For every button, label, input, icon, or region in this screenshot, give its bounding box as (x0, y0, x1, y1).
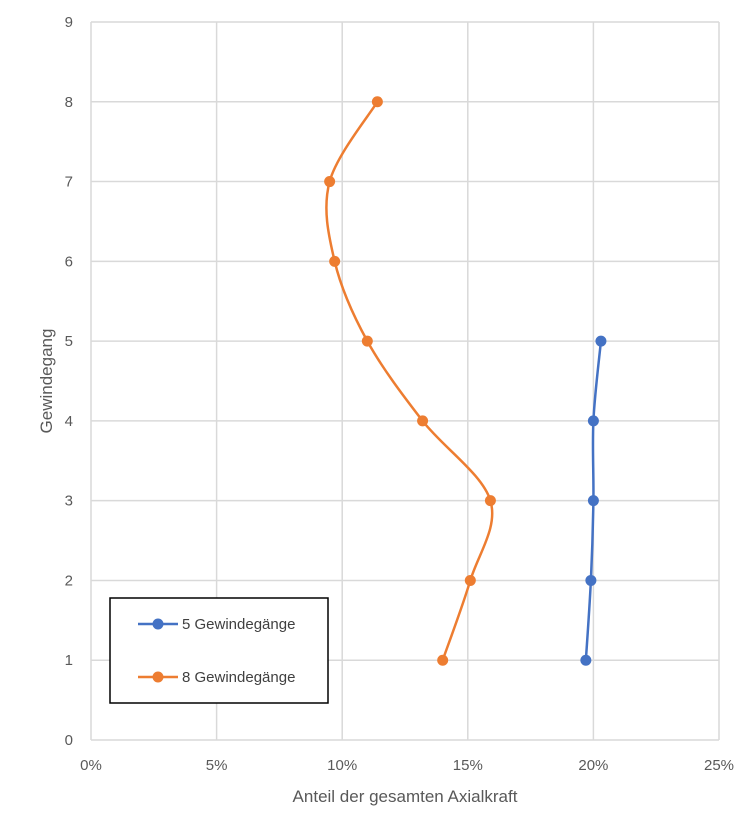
x-tick-label: 5% (206, 757, 228, 774)
data-point (324, 176, 336, 188)
y-tick-label: 9 (65, 14, 73, 31)
legend-label: 8 Gewindegänge (182, 669, 295, 686)
data-point (585, 574, 597, 586)
data-point (329, 255, 341, 267)
legend-marker (152, 671, 164, 683)
y-tick-label: 8 (65, 94, 73, 111)
data-point (580, 654, 592, 666)
x-tick-label: 25% (704, 757, 734, 774)
legend-entry: 8 Gewindegänge (138, 669, 295, 686)
gridlines (90, 21, 720, 741)
y-tick-label: 6 (65, 253, 73, 270)
data-point (587, 415, 599, 427)
x-tick-label: 10% (327, 757, 357, 774)
series-1 (580, 335, 607, 666)
legend: 5 Gewindegänge 8 Gewindegänge (109, 597, 329, 704)
y-tick-label: 5 (65, 333, 73, 350)
tick-labels: 0% 5% 10% 15% 20% 25% 0 1 2 3 4 5 6 7 8 9 (65, 14, 734, 774)
x-tick-label: 0% (80, 757, 102, 774)
data-point (587, 495, 599, 507)
data-point (371, 96, 383, 108)
x-tick-label: 20% (578, 757, 608, 774)
y-tick-label: 1 (65, 652, 73, 669)
y-tick-label: 3 (65, 493, 73, 510)
data-point (417, 415, 429, 427)
x-tick-label: 15% (453, 757, 483, 774)
data-point (484, 495, 496, 507)
y-tick-label: 4 (65, 413, 73, 430)
series-2 (324, 96, 496, 666)
series-layer (324, 96, 607, 666)
legend-label: 5 Gewindegänge (182, 616, 295, 633)
data-point (464, 574, 476, 586)
data-point (437, 654, 449, 666)
legend-marker (152, 618, 164, 630)
legend-box (109, 597, 329, 704)
series-line (325, 101, 494, 661)
y-tick-label: 7 (65, 174, 73, 191)
x-axis-title: Anteil der gesamten Axialkraft (293, 787, 518, 806)
data-point (595, 335, 607, 347)
legend-entry: 5 Gewindegänge (138, 616, 295, 633)
y-tick-label: 0 (65, 732, 73, 749)
y-tick-label: 2 (65, 572, 73, 589)
y-axis-title: Gewindegang (37, 329, 56, 434)
data-point (361, 335, 373, 347)
